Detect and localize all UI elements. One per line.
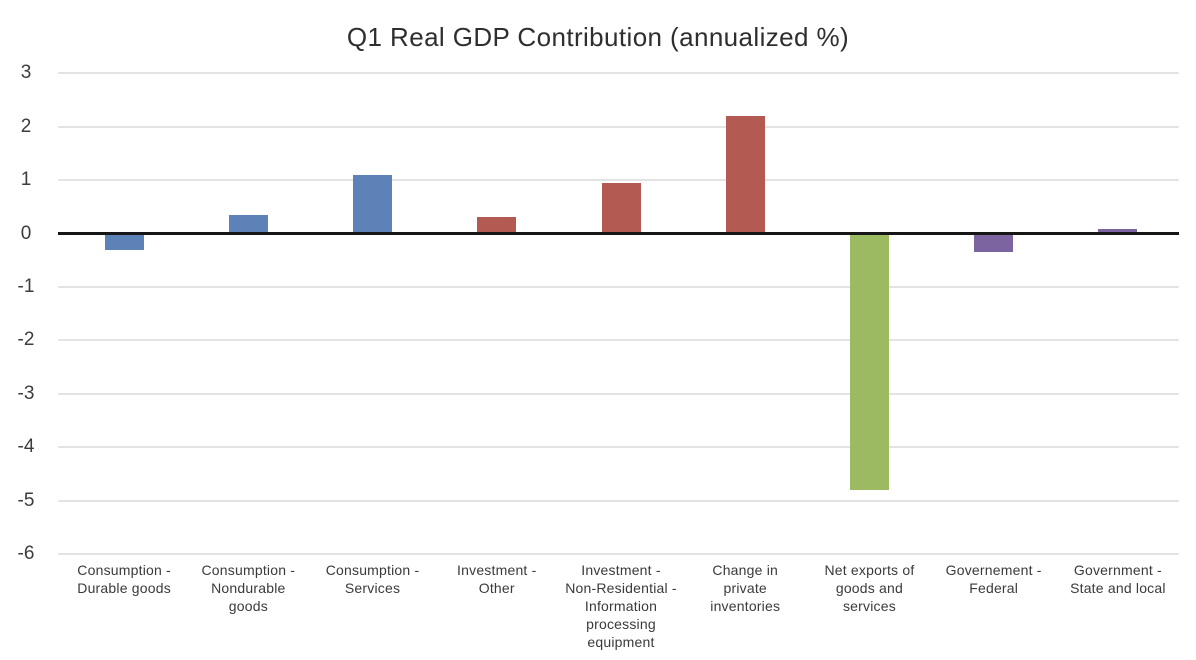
x-axis-label-consumption-nondurable-goods: Consumption - Nondurable goods xyxy=(201,562,296,614)
gridline-y-2 xyxy=(58,125,1179,128)
x-axis-label-change-in-private-inventories: Change in private inventories xyxy=(710,562,781,614)
zero-axis-line xyxy=(58,232,1179,235)
y-tick-label--1: -1 xyxy=(17,275,35,297)
gridline-y--6 xyxy=(58,552,1179,555)
y-tick-label-0: 0 xyxy=(20,222,32,244)
bar-net-exports-of-goods-and-services xyxy=(849,233,889,490)
y-tick-label--3: -3 xyxy=(17,382,35,404)
y-tick-label--5: -5 xyxy=(17,489,35,511)
x-axis-label-net-exports-of-goods-and-services: Net exports of goods and services xyxy=(824,562,915,614)
x-axis-label-government-state-and-local: Government - State and local xyxy=(1070,562,1166,596)
bar-governement-federal xyxy=(974,233,1014,253)
bar-consumption-services xyxy=(353,174,393,234)
y-tick-label-3: 3 xyxy=(20,62,32,84)
bar-investment-other xyxy=(477,217,517,234)
gridline-y-3 xyxy=(58,72,1179,75)
chart-title: Q1 Real GDP Contribution (annualized %) xyxy=(346,22,850,52)
bar-consumption-nondurable-goods xyxy=(228,214,268,234)
y-tick-label-2: 2 xyxy=(20,115,32,137)
gridline-y--3 xyxy=(58,392,1179,395)
bar-change-in-private-inventories xyxy=(725,116,765,234)
y-tick-label--2: -2 xyxy=(17,329,35,351)
x-axis-label-consumption-services: Consumption - Services xyxy=(325,562,420,596)
gridline-y-1 xyxy=(58,179,1179,182)
gridline-y--5 xyxy=(58,499,1179,502)
x-axis-label-investment-other: Investment - Other xyxy=(457,562,537,596)
y-tick-label--6: -6 xyxy=(17,542,35,564)
gridline-y--4 xyxy=(58,446,1179,449)
bar-investment-non-residential-information-processing-equipment xyxy=(601,182,641,234)
x-axis-label-consumption-durable-goods: Consumption - Durable goods xyxy=(77,562,171,596)
x-axis-label-governement-federal: Governement - Federal xyxy=(945,562,1042,596)
gridline-y--1 xyxy=(58,285,1179,288)
y-tick-label--4: -4 xyxy=(17,436,35,458)
x-axis-label-investment-non-residential-information-processing-equipment: Investment - Non-Residential - Informati… xyxy=(565,562,677,650)
gridline-y--2 xyxy=(58,339,1179,342)
y-tick-label-1: 1 xyxy=(20,169,32,191)
bar-consumption-durable-goods xyxy=(104,233,144,250)
bar-government-state-and-local xyxy=(1098,229,1138,234)
